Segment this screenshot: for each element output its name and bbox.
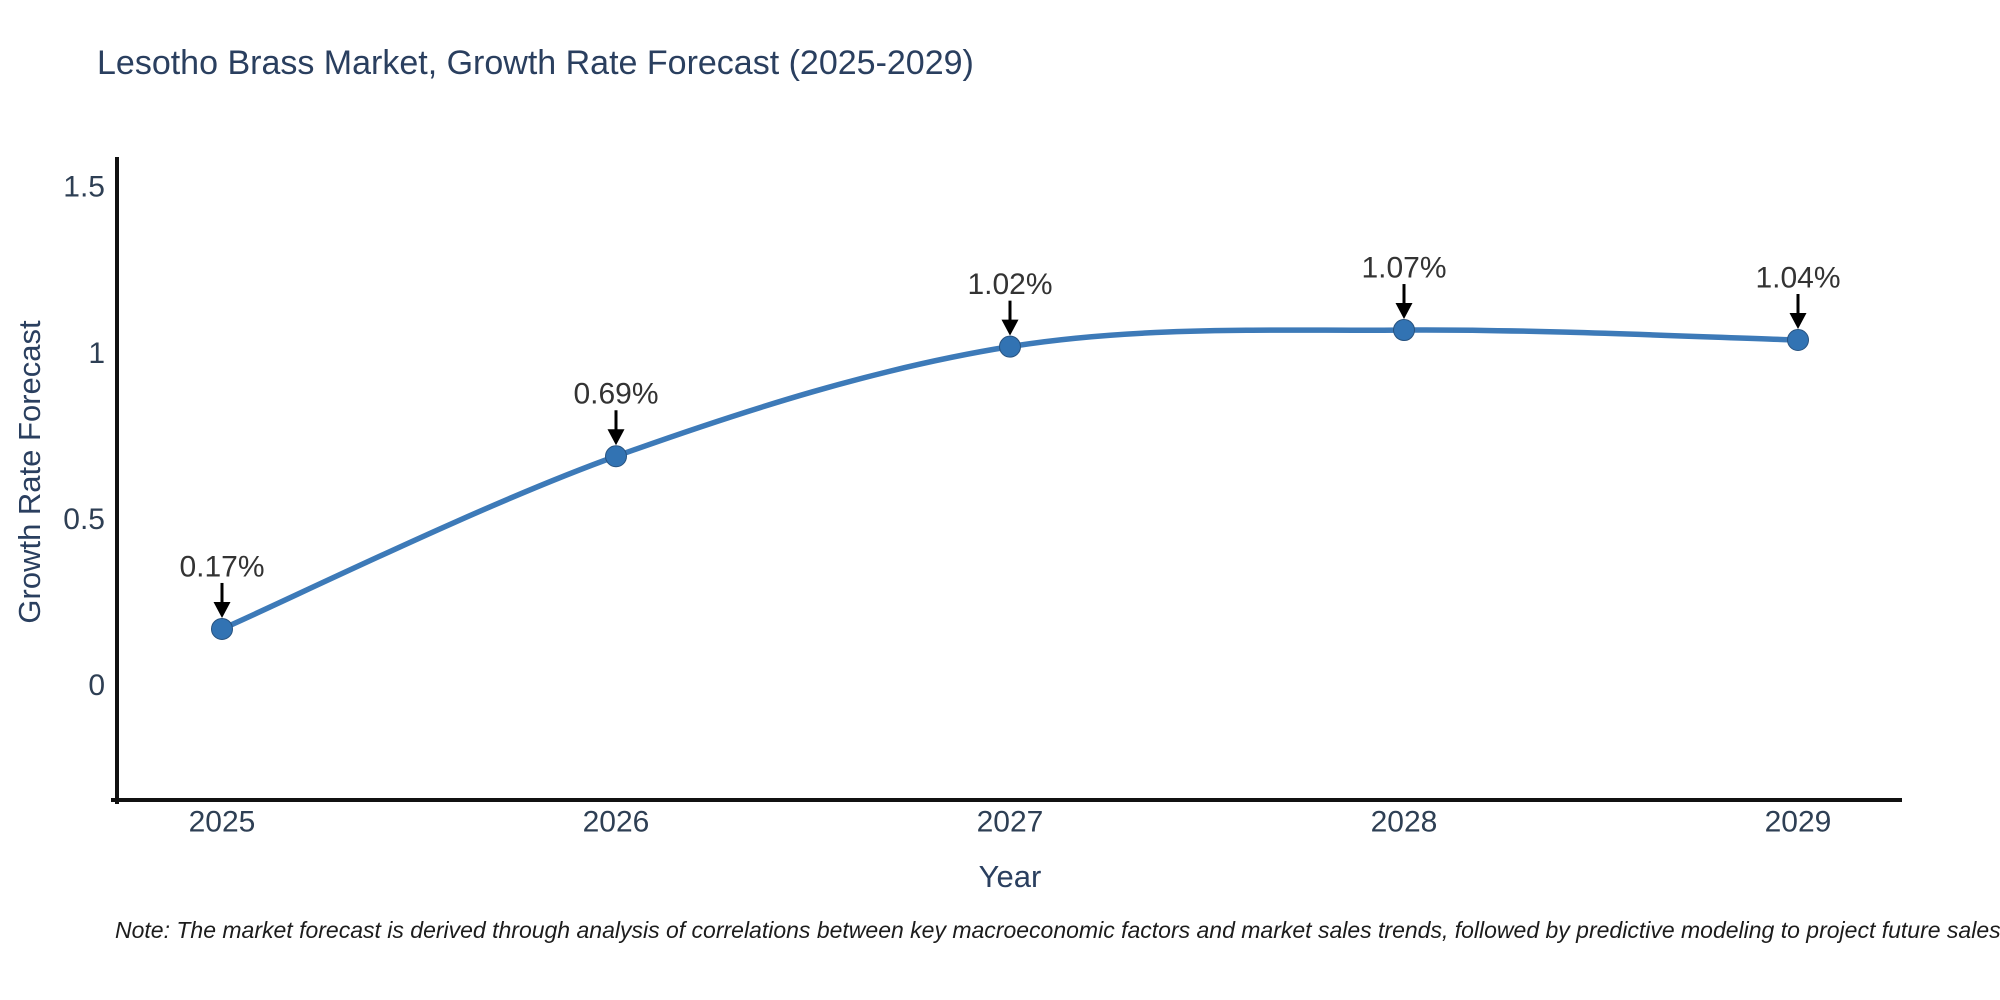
data-point-marker [1393, 319, 1415, 342]
point-annotations: 0.17% 0.69% 1.02% 1.07% 1.04% [179, 252, 1841, 618]
x-tick-label: 2029 [1765, 806, 1832, 839]
annotation-arrowhead-icon [1789, 313, 1807, 330]
point-annotation: 1.02% [967, 268, 1053, 336]
data-point-markers [211, 319, 1809, 640]
point-annotation-label: 0.17% [179, 550, 264, 583]
point-annotation-label: 0.69% [573, 378, 658, 411]
y-axis-tick-labels: 0 0.5 1 1.5 [63, 171, 105, 702]
y-tick-label: 1.5 [63, 171, 105, 204]
annotation-arrowhead-icon [213, 601, 231, 618]
x-tick-label: 2026 [583, 806, 650, 839]
point-annotation: 1.07% [1361, 252, 1447, 320]
axes [111, 157, 1902, 804]
data-point-marker [605, 445, 627, 468]
y-tick-label: 1 [88, 337, 105, 370]
point-annotation: 0.17% [179, 550, 265, 618]
footnote: Note: The market forecast is derived thr… [115, 917, 2000, 943]
data-point-marker [1787, 329, 1809, 352]
point-annotation: 1.04% [1755, 262, 1841, 330]
annotation-arrowhead-icon [1395, 303, 1413, 320]
point-annotation-label: 1.07% [1361, 252, 1446, 285]
x-tick-label: 2025 [189, 806, 256, 839]
x-axis-title: Year [978, 859, 1042, 894]
point-annotation: 0.69% [573, 378, 659, 446]
forecast-line [219, 327, 1801, 632]
y-tick-label: 0.5 [63, 503, 105, 536]
data-point-marker [999, 335, 1021, 358]
x-tick-label: 2028 [1371, 806, 1438, 839]
x-axis-tick-labels: 2025 2026 2027 2028 2029 [189, 806, 1832, 839]
chart-title: Lesotho Brass Market, Growth Rate Foreca… [97, 44, 974, 82]
data-point-marker [211, 617, 233, 640]
x-tick-label: 2027 [977, 806, 1044, 839]
annotation-arrowhead-icon [1001, 319, 1019, 336]
annotation-arrowhead-icon [607, 429, 625, 446]
point-annotation-label: 1.02% [967, 268, 1052, 301]
y-tick-label: 0 [88, 669, 105, 702]
point-annotation-label: 1.04% [1755, 262, 1840, 295]
